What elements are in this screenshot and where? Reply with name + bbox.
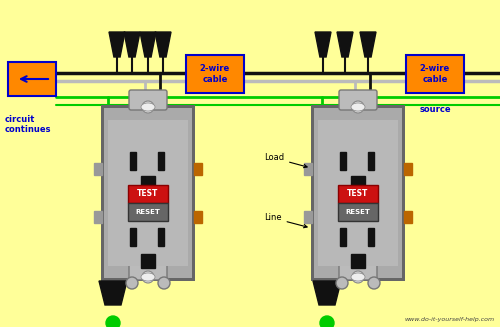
Text: Line: Line [264,214,307,228]
Bar [368,152,374,170]
Bar [404,163,412,175]
FancyBboxPatch shape [339,90,377,110]
FancyBboxPatch shape [339,260,377,280]
Bar [351,176,365,190]
FancyBboxPatch shape [129,260,167,280]
Bar [128,185,168,203]
Circle shape [368,277,380,289]
FancyBboxPatch shape [129,90,167,110]
Polygon shape [109,32,125,57]
Bar [101,105,195,281]
Polygon shape [313,281,341,305]
Bar [404,211,412,223]
Polygon shape [99,281,127,305]
Text: circuit
continues: circuit continues [5,115,52,134]
Bar [108,120,188,266]
Ellipse shape [351,103,365,111]
Bar [8,62,56,96]
Circle shape [158,277,170,289]
Bar [94,163,102,175]
Polygon shape [337,32,353,57]
Ellipse shape [351,273,365,281]
Circle shape [336,277,348,289]
Text: 2-wire
cable: 2-wire cable [420,64,450,84]
Bar [368,228,374,246]
Bar [194,163,202,175]
Bar [340,152,346,170]
Bar [340,228,346,246]
Bar [158,228,164,246]
Bar [406,55,464,93]
Circle shape [106,316,120,327]
Bar [338,203,378,221]
Bar [158,152,164,170]
Circle shape [352,271,364,283]
Circle shape [142,101,154,113]
Bar [314,108,402,278]
Bar [194,211,202,223]
Bar [94,211,102,223]
Bar [141,176,155,190]
Bar [141,254,155,268]
Ellipse shape [141,273,155,281]
Polygon shape [140,32,156,57]
Circle shape [126,277,138,289]
Bar [104,108,192,278]
Text: source: source [419,105,451,114]
Polygon shape [315,32,331,57]
Bar [186,55,244,93]
Bar [130,152,136,170]
Text: 2-wire
cable: 2-wire cable [200,64,230,84]
Bar [338,185,378,203]
Text: Load: Load [264,153,307,168]
Polygon shape [124,32,140,57]
Text: TEST: TEST [348,190,368,198]
Text: TEST: TEST [138,190,158,198]
Bar [311,105,405,281]
Text: RESET: RESET [346,209,370,215]
Bar [130,228,136,246]
Polygon shape [155,32,171,57]
Bar [318,120,398,266]
Circle shape [142,271,154,283]
Ellipse shape [141,103,155,111]
Polygon shape [360,32,376,57]
Text: www.do-it-yourself-help.com: www.do-it-yourself-help.com [405,317,495,322]
Bar [128,203,168,221]
Bar [304,211,312,223]
Bar [351,254,365,268]
Circle shape [320,316,334,327]
Circle shape [352,101,364,113]
Bar [304,163,312,175]
Text: RESET: RESET [136,209,160,215]
